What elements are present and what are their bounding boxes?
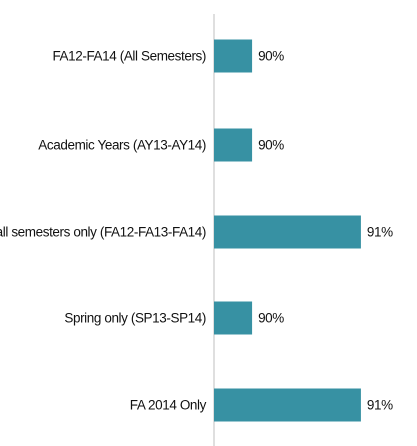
bar <box>214 301 253 335</box>
bar <box>214 128 253 162</box>
data-label: 91% <box>367 225 393 240</box>
data-label: 90% <box>258 49 284 64</box>
bar <box>214 215 361 249</box>
category-label: Academic Years (AY13-AY14) <box>38 138 206 153</box>
data-label: 90% <box>258 138 284 153</box>
bars-layer <box>214 39 361 422</box>
bar <box>214 39 253 73</box>
category-label: Spring only (SP13-SP14) <box>64 311 206 326</box>
data-label: 90% <box>258 311 284 326</box>
data-label: 91% <box>367 398 393 413</box>
bar <box>214 388 361 422</box>
category-label: Fall semesters only (FA12-FA13-FA14) <box>0 225 206 240</box>
labels-layer: FA12-FA14 (All Semesters) 90% Academic Yea… <box>0 49 394 413</box>
category-label: FA12-FA14 (All Semesters) <box>52 49 206 64</box>
category-label: FA 2014 Only <box>130 398 207 413</box>
